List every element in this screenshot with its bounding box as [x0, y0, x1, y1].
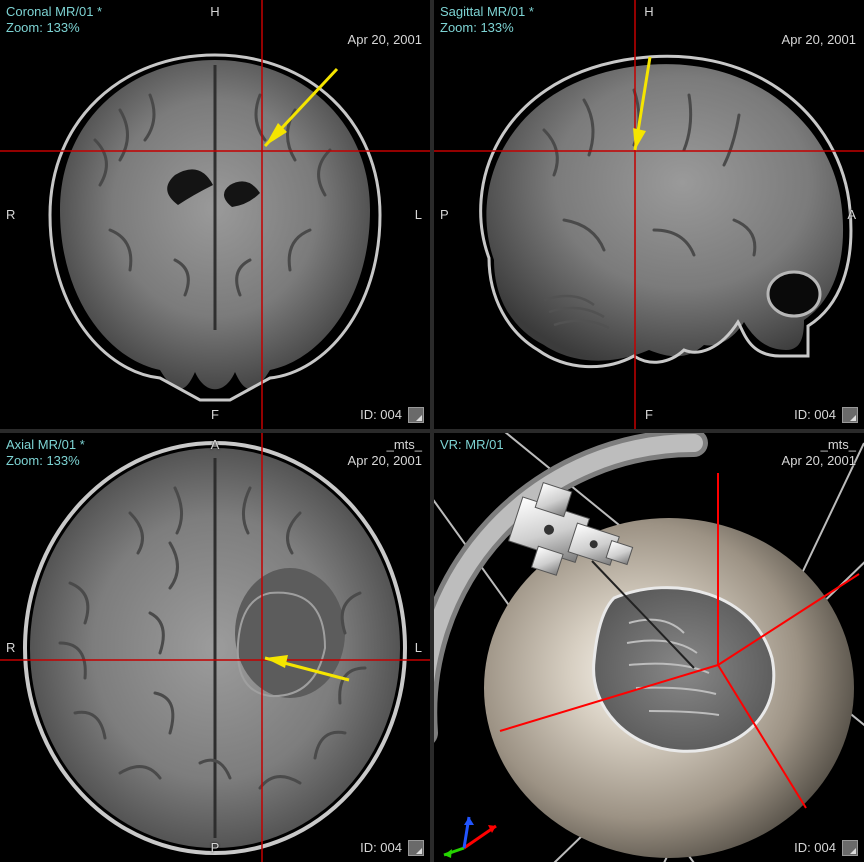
pane-coronal[interactable]: Coronal MR/01 * Zoom: 133% H Apr 20, 200… — [0, 0, 430, 429]
pane-axial[interactable]: Axial MR/01 * Zoom: 133% A _mts_ Apr 20,… — [0, 433, 430, 862]
coronal-brain — [50, 55, 380, 400]
pane-vr[interactable]: VR: MR/01 _mts_ Apr 20, 2001 ID: 004 — [434, 433, 864, 862]
expand-icon[interactable] — [842, 840, 858, 856]
vr-mini-axes — [444, 817, 496, 858]
sagittal-canvas — [434, 0, 864, 429]
expand-icon[interactable] — [408, 407, 424, 423]
axial-brain — [25, 443, 405, 853]
pane-sagittal[interactable]: Sagittal MR/01 * Zoom: 133% H Apr 20, 20… — [434, 0, 864, 429]
expand-icon[interactable] — [408, 840, 424, 856]
sagittal-brain — [481, 56, 851, 366]
expand-icon[interactable] — [842, 407, 858, 423]
viewer-grid: Coronal MR/01 * Zoom: 133% H Apr 20, 200… — [0, 0, 864, 862]
axial-canvas — [0, 433, 430, 862]
vr-canvas — [434, 433, 864, 862]
coronal-canvas — [0, 0, 430, 429]
